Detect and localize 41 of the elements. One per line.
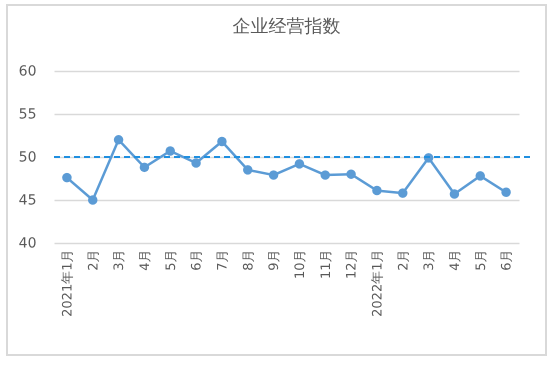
x-tick-label: 5月 [474, 250, 489, 271]
point [166, 146, 175, 156]
point [294, 159, 304, 169]
point [476, 171, 485, 181]
x-tick-label: 2022年1月 [370, 250, 386, 317]
x-tick-label: 4月 [448, 250, 463, 271]
point [450, 189, 460, 199]
x-tick-label: 3月 [422, 250, 438, 271]
point [398, 188, 408, 198]
point [501, 188, 511, 197]
x-tick-label: 2月 [86, 250, 102, 271]
x-tick-label: 11月 [318, 250, 334, 280]
x-tick-label: 6月 [190, 250, 205, 271]
point [320, 170, 330, 180]
y-tick-label: 45 [18, 192, 36, 208]
x-tick-label: 2月 [396, 250, 412, 271]
x-tick-label: 6月 [500, 250, 515, 271]
point [114, 135, 124, 145]
x-tick-label: 8月 [241, 250, 256, 271]
point [140, 162, 150, 172]
y-tick-label: 50 [18, 150, 36, 166]
x-tick-label: 5月 [164, 250, 179, 271]
x-tick-label: 12月 [344, 250, 360, 280]
point [191, 158, 201, 168]
point [243, 165, 252, 175]
point [372, 186, 382, 196]
x-tick-label: 10月 [292, 250, 308, 280]
x-tick-label: 4月 [138, 250, 153, 271]
x-tick-label: 2021年1月 [60, 250, 76, 317]
point [62, 172, 72, 182]
x-tick-label: 3月 [112, 250, 128, 271]
y-tick-label: 55 [18, 106, 36, 122]
y-tick-label: 60 [18, 64, 36, 80]
point [217, 136, 227, 146]
point [268, 170, 278, 180]
point [88, 195, 98, 205]
x-tick-label: 9月 [267, 250, 282, 271]
chart-title: 企业经营指数 [232, 16, 340, 37]
y-tick-label: 40 [18, 236, 36, 252]
x-tick-label: 7月 [215, 250, 230, 271]
point [346, 169, 356, 179]
